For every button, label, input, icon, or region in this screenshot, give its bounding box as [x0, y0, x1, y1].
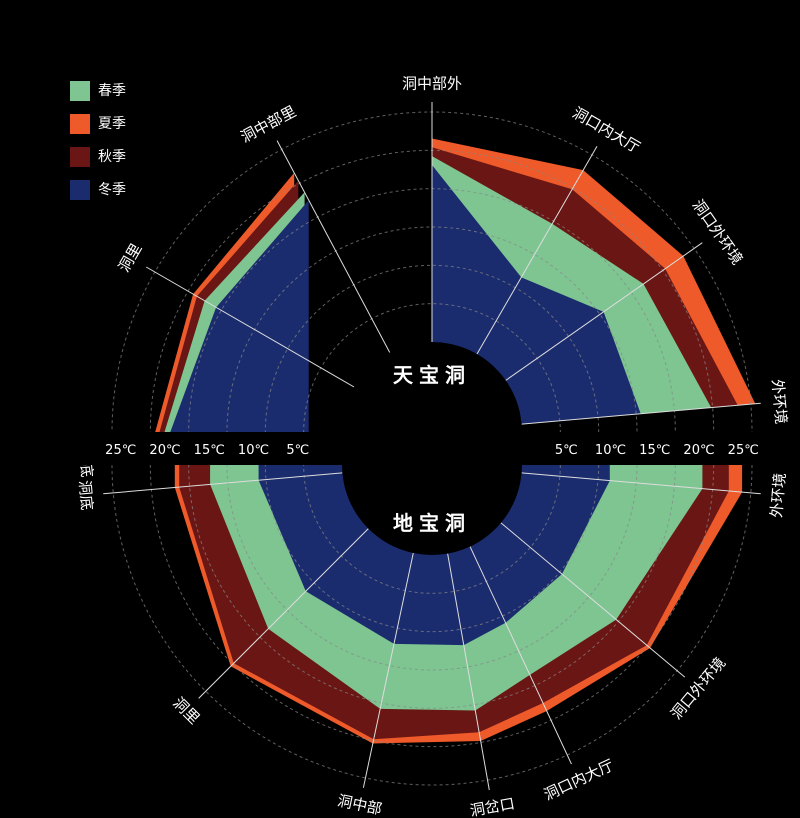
top-chart-title: 天宝洞: [393, 363, 471, 387]
legend-label: 夏季: [98, 116, 126, 132]
bottom-spoke: [103, 472, 343, 495]
top-category-label: 外环境: [768, 378, 790, 424]
legend-label: 秋季: [98, 149, 126, 165]
bottom-category-label: 洞中部: [336, 791, 384, 818]
bottom-category-label: 洞底: [75, 480, 96, 511]
top-category-label: 洞里: [115, 240, 146, 275]
legend-swatch: [70, 147, 90, 167]
bottom-series-冬季: [258, 465, 610, 646]
bottom-spoke: [469, 546, 572, 765]
tick-label-right: 15℃: [639, 443, 670, 458]
tick-label-left: 10℃: [238, 443, 269, 458]
bottom-spoke: [198, 528, 369, 699]
top-category-label: 洞口外环境: [689, 196, 747, 268]
top-spoke: [476, 145, 598, 355]
legend-swatch: [70, 180, 90, 200]
bottom-category-label: 洞口内大厅: [541, 756, 617, 804]
bottom-spoke: [362, 552, 414, 788]
tick-label-left: 25℃: [105, 443, 136, 458]
legend-item-spring: 春季: [70, 80, 126, 102]
top-spoke: [145, 266, 355, 388]
legend-label: 春季: [98, 83, 126, 99]
legend-item-winter: 冬季: [70, 179, 126, 201]
bottom-category-label: 洞口外环境: [667, 654, 729, 723]
top-series-冬季: [170, 165, 641, 432]
legend-item-autumn: 秋季: [70, 146, 126, 168]
tick-label-right: 25℃: [728, 443, 759, 458]
bottom-category-label: 洞岔口: [469, 794, 516, 818]
top-category-label: 洞中部外: [402, 75, 462, 93]
tick-label-left: 5℃: [286, 443, 309, 458]
top-category-label: 洞中部里: [238, 102, 299, 146]
tick-label-right: 10℃: [595, 443, 626, 458]
legend: 春季 夏季 秋季 冬季: [70, 80, 126, 212]
tick-label-left: 15℃: [194, 443, 225, 458]
top-spoke: [505, 242, 703, 381]
legend-swatch: [70, 81, 90, 101]
bottom-spoke: [521, 472, 761, 495]
top-spoke: [276, 140, 391, 353]
bottom-spoke: [500, 522, 686, 678]
legend-swatch: [70, 114, 90, 134]
tick-band: [0, 432, 800, 465]
legend-item-summer: 夏季: [70, 113, 126, 135]
top-group: [111, 102, 761, 432]
bottom-inner-hole: [342, 465, 522, 555]
tick-label-right: 20℃: [683, 443, 714, 458]
bottom-spoke: [447, 553, 490, 791]
bottom-category-label: 外环境: [767, 472, 789, 518]
top-spoke: [521, 402, 761, 425]
bottom-chart-title: 地宝洞: [393, 511, 471, 535]
bottom-category-label: 洞里: [169, 694, 203, 728]
tick-label-left: 20℃: [149, 443, 180, 458]
legend-label: 冬季: [98, 182, 126, 198]
top-inner-hole: [342, 342, 522, 432]
top-category-label: 洞口内大厅: [569, 104, 643, 157]
tick-label-right: 5℃: [555, 443, 578, 458]
bottom-group: [103, 465, 761, 791]
